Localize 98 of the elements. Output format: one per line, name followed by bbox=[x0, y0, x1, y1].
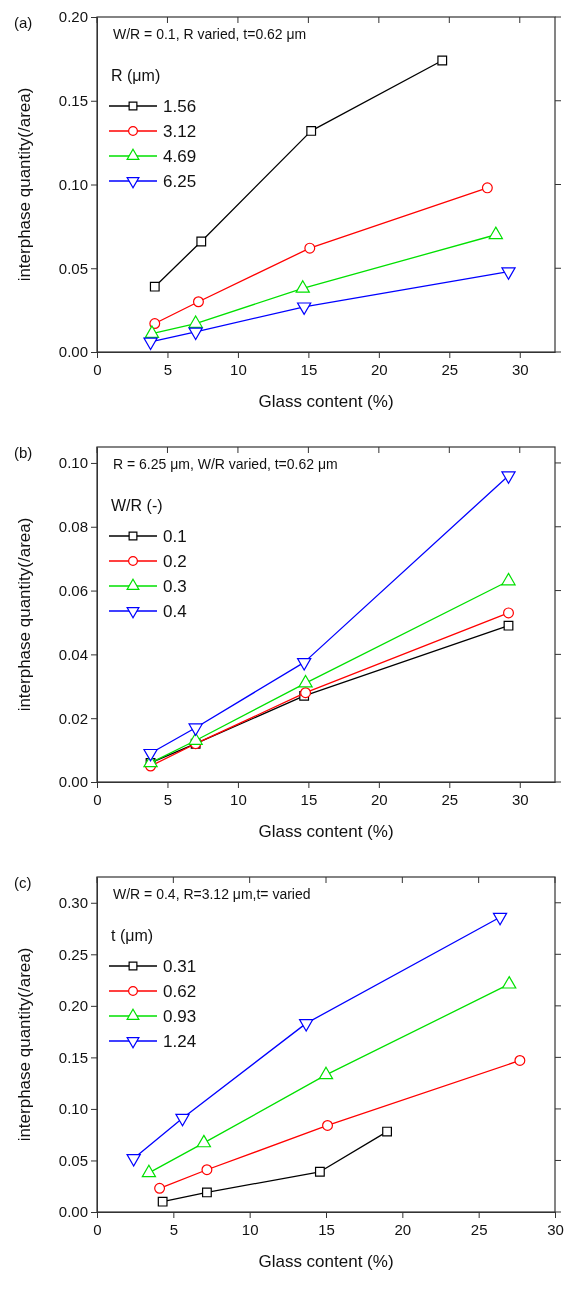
legend-title: W/R (-) bbox=[111, 497, 163, 514]
x-tick-label: 20 bbox=[371, 790, 388, 808]
legend-label: 0.31 bbox=[163, 957, 197, 976]
point bbox=[437, 55, 448, 66]
y-tick-label: 0.05 bbox=[58, 259, 88, 277]
x-axis-title: Glass content (%) bbox=[258, 392, 394, 411]
y-tick-label: 0.15 bbox=[58, 92, 88, 110]
legend-label: 0.2 bbox=[163, 552, 187, 571]
y-tick-label: 0.10 bbox=[58, 454, 88, 472]
text: (b) bbox=[14, 444, 33, 461]
point bbox=[501, 471, 516, 484]
legend-label: 0.1 bbox=[163, 527, 187, 546]
annotation: W/R = 0.4, R=3.12 μm,t= varied bbox=[113, 886, 311, 902]
point bbox=[143, 748, 158, 762]
y-tick-label: 0.25 bbox=[58, 945, 88, 963]
y-tick-label: 0.00 bbox=[58, 773, 88, 791]
legend-label: 0.4 bbox=[163, 602, 187, 621]
legend-title: R (μm) bbox=[111, 67, 161, 84]
x-axis-title: Glass content (%) bbox=[258, 822, 394, 841]
point bbox=[481, 182, 493, 194]
point bbox=[503, 607, 514, 619]
point bbox=[296, 302, 312, 315]
x-tick-label: 5 bbox=[169, 1220, 179, 1238]
point bbox=[304, 242, 316, 254]
point bbox=[306, 125, 317, 136]
point bbox=[492, 912, 508, 926]
point bbox=[149, 281, 160, 292]
x-tick-label: 5 bbox=[163, 790, 173, 808]
point bbox=[201, 1164, 213, 1176]
point bbox=[322, 1119, 334, 1131]
point bbox=[296, 657, 312, 671]
y-tick-label: 0.20 bbox=[58, 997, 88, 1015]
y-tick-label: 0.10 bbox=[58, 1100, 88, 1118]
annotation: W/R = 0.1, R varied, t=0.62 μm bbox=[113, 26, 307, 42]
point bbox=[149, 318, 161, 329]
x-tick-label: 10 bbox=[230, 790, 247, 808]
x-axis-title: Glass content (%) bbox=[258, 1252, 394, 1271]
x-tick-label: 20 bbox=[371, 360, 388, 378]
x-tick-label: 0 bbox=[93, 1220, 102, 1238]
x-tick-label: 30 bbox=[511, 360, 529, 378]
x-tick-label: 10 bbox=[241, 1220, 259, 1238]
x-tick-label: 25 bbox=[441, 360, 459, 378]
legend-title: t (μm) bbox=[111, 927, 154, 944]
y-tick-label: 0.20 bbox=[58, 8, 88, 26]
legend-label: 0.3 bbox=[163, 577, 187, 596]
legend-label: 1.24 bbox=[163, 1032, 197, 1051]
point bbox=[501, 267, 516, 280]
annotation: R = 6.25 μm, W/R varied, t=0.62 μm bbox=[113, 456, 338, 472]
y-tick-label: 0.30 bbox=[58, 894, 88, 912]
legend-label: 1.56 bbox=[163, 97, 197, 116]
y-tick-label: 0.05 bbox=[58, 1151, 88, 1169]
point bbox=[154, 1182, 166, 1194]
y-tick-label: 0.06 bbox=[58, 581, 88, 599]
y-axis-title: interphase quantity(/area) bbox=[15, 517, 34, 712]
y-tick-label: 0.04 bbox=[58, 645, 88, 663]
legend-label: 3.12 bbox=[163, 122, 197, 141]
x-tick-label: 5 bbox=[163, 360, 173, 378]
text: (a) bbox=[14, 14, 33, 31]
legend-label: 6.25 bbox=[163, 172, 197, 191]
point bbox=[382, 1126, 392, 1137]
x-tick-label: 30 bbox=[547, 1220, 564, 1238]
x-tick-label: 25 bbox=[470, 1220, 488, 1238]
y-tick-label: 0.10 bbox=[58, 175, 88, 193]
point bbox=[201, 1187, 212, 1198]
point bbox=[514, 1055, 526, 1066]
x-tick-label: 0 bbox=[93, 360, 102, 378]
y-axis-title: interphase quantity(/area) bbox=[15, 947, 34, 1142]
point bbox=[196, 1134, 212, 1148]
point bbox=[314, 1166, 325, 1177]
y-tick-label: 0.00 bbox=[58, 343, 88, 361]
x-tick-label: 30 bbox=[511, 790, 529, 808]
point bbox=[503, 620, 514, 631]
legend-label: 4.69 bbox=[163, 147, 197, 166]
y-tick-label: 0.02 bbox=[58, 709, 88, 727]
x-tick-label: 20 bbox=[394, 1220, 412, 1238]
point bbox=[143, 337, 158, 351]
x-tick-label: 25 bbox=[441, 790, 459, 808]
point bbox=[157, 1196, 168, 1207]
y-tick-label: 0.15 bbox=[58, 1048, 88, 1066]
x-tick-label: 15 bbox=[318, 1220, 335, 1238]
y-tick-label: 0.08 bbox=[58, 518, 88, 536]
legend-label: 0.62 bbox=[163, 982, 197, 1001]
point bbox=[188, 732, 203, 745]
y-axis-title: interphase quantity(/area) bbox=[15, 87, 34, 282]
point bbox=[141, 1164, 157, 1178]
x-tick-label: 15 bbox=[300, 360, 318, 378]
legend-label: 0.93 bbox=[163, 1007, 197, 1026]
point bbox=[196, 236, 207, 247]
point bbox=[188, 723, 203, 736]
point bbox=[175, 1113, 190, 1127]
y-tick-label: 0.00 bbox=[58, 1203, 88, 1221]
point bbox=[192, 296, 204, 308]
text: (c) bbox=[14, 874, 32, 891]
point bbox=[188, 327, 203, 341]
x-tick-label: 15 bbox=[300, 790, 318, 808]
x-tick-label: 0 bbox=[93, 790, 102, 808]
x-tick-label: 10 bbox=[230, 360, 247, 378]
point bbox=[298, 1018, 314, 1032]
